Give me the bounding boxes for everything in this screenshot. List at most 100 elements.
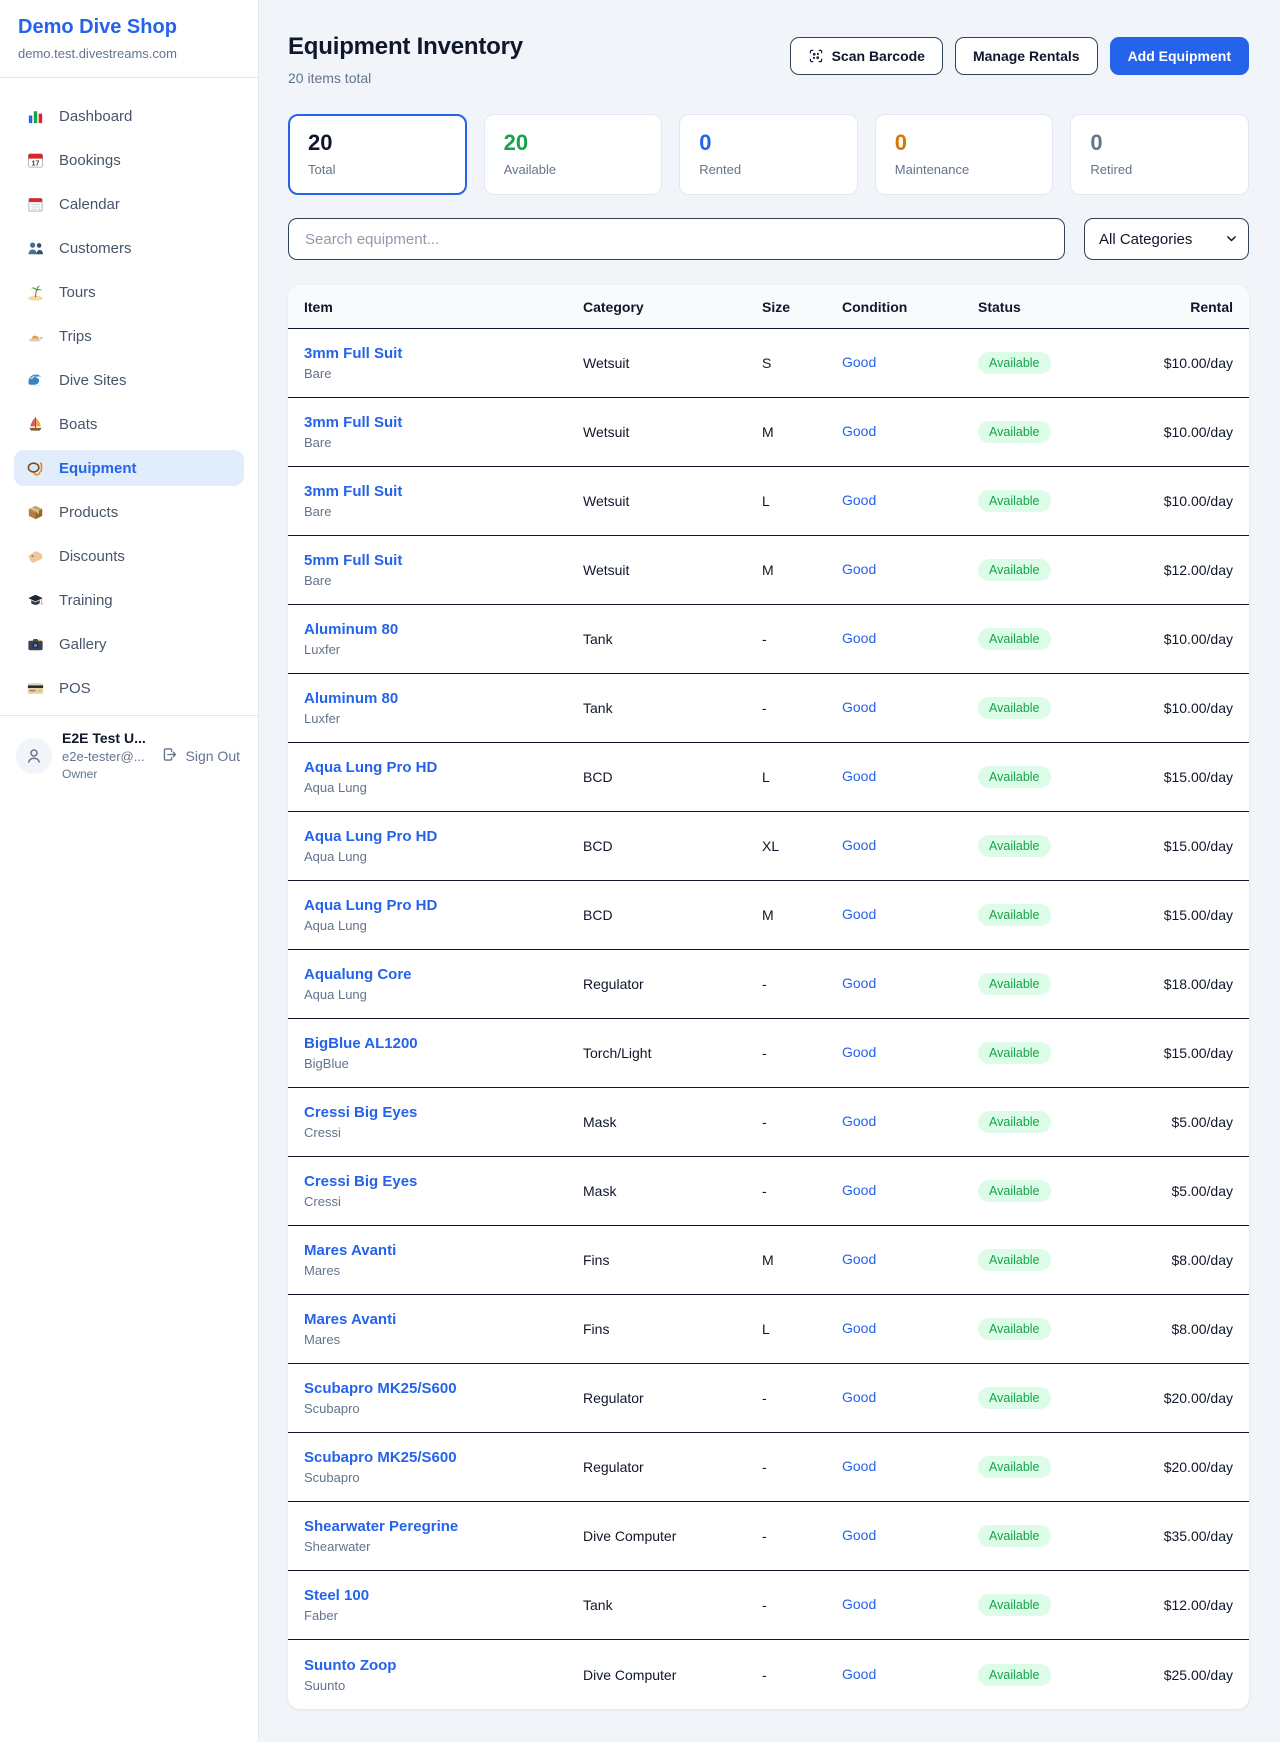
item-name-link[interactable]: 3mm Full Suit bbox=[304, 483, 403, 500]
add-equipment-button[interactable]: Add Equipment bbox=[1109, 37, 1249, 75]
item-name-link[interactable]: Aluminum 80 bbox=[304, 690, 399, 707]
search-input[interactable] bbox=[288, 218, 1065, 260]
item-name-link[interactable]: Aqua Lung Pro HD bbox=[304, 897, 438, 914]
sidebar-item-label: Bookings bbox=[59, 151, 121, 169]
item-name-link[interactable]: Mares Avanti bbox=[304, 1242, 397, 1259]
sidebar-item-tours[interactable]: Tours bbox=[14, 274, 244, 310]
manage-rentals-button[interactable]: Manage Rentals bbox=[954, 37, 1098, 75]
item-name-link[interactable]: Scubapro MK25/S600 bbox=[304, 1380, 457, 1397]
stat-card-total[interactable]: 20 Total bbox=[288, 114, 467, 195]
brand-block: Demo Dive Shop demo.test.divestreams.com bbox=[0, 0, 258, 78]
sidebar-item-trips[interactable]: Trips bbox=[14, 318, 244, 354]
item-rental-rate: $15.00/day bbox=[1163, 907, 1233, 923]
item-brand: Faber bbox=[304, 1608, 338, 1623]
item-condition-link[interactable]: Good bbox=[842, 423, 877, 439]
item-category: Wetsuit bbox=[583, 424, 630, 440]
item-brand: Shearwater bbox=[304, 1539, 371, 1554]
sidebar-item-products[interactable]: Products bbox=[14, 494, 244, 530]
stat-label: Retired bbox=[1090, 162, 1133, 177]
item-name-link[interactable]: Mares Avanti bbox=[304, 1311, 397, 1328]
table-row: Scubapro MK25/S600 Scubapro Regulator - Good… bbox=[288, 1433, 1249, 1502]
item-name-link[interactable]: Suunto Zoop bbox=[304, 1656, 397, 1674]
item-name-link[interactable]: Cressi Big Eyes bbox=[304, 1173, 418, 1190]
item-rental-rate: $10.00/day bbox=[1163, 631, 1233, 647]
status-badge: Available bbox=[978, 1318, 1051, 1340]
sidebar-item-customers[interactable]: Customers bbox=[14, 230, 244, 266]
item-condition-link[interactable]: Good bbox=[842, 1665, 877, 1682]
calendar-icon bbox=[26, 195, 45, 214]
item-condition-link[interactable]: Good bbox=[842, 975, 877, 991]
item-condition-link[interactable]: Good bbox=[842, 630, 877, 646]
sidebar-item-bookings[interactable]: 17 Bookings bbox=[14, 142, 244, 178]
item-name-link[interactable]: Cressi Big Eyes bbox=[304, 1104, 418, 1121]
item-size: - bbox=[762, 976, 767, 992]
sidebar-item-dashboard[interactable]: Dashboard bbox=[14, 98, 244, 134]
sidebar-item-dive-sites[interactable]: Dive Sites bbox=[14, 362, 244, 398]
brand-name[interactable]: Demo Dive Shop bbox=[18, 16, 177, 38]
status-badge: Available bbox=[978, 1594, 1051, 1616]
item-condition-link[interactable]: Good bbox=[842, 1113, 877, 1129]
item-brand: Mares bbox=[304, 1332, 341, 1347]
item-brand: Aqua Lung bbox=[304, 780, 367, 795]
item-brand: Cressi bbox=[304, 1125, 341, 1140]
item-name-link[interactable]: 5mm Full Suit bbox=[304, 552, 403, 569]
sidebar-item-gallery[interactable]: Gallery bbox=[14, 626, 244, 662]
item-condition-link[interactable]: Good bbox=[842, 1182, 877, 1198]
item-rental-rate: $15.00/day bbox=[1163, 1045, 1233, 1061]
brand-domain: demo.test.divestreams.com bbox=[18, 46, 177, 61]
item-name-link[interactable]: Aqualung Core bbox=[304, 966, 412, 983]
category-select[interactable]: All Categories bbox=[1084, 218, 1249, 260]
sidebar-item-pos[interactable]: POS bbox=[14, 670, 244, 706]
sidebar-item-calendar[interactable]: Calendar bbox=[14, 186, 244, 222]
item-name-link[interactable]: BigBlue AL1200 bbox=[304, 1035, 418, 1052]
status-badge: Available bbox=[978, 1180, 1051, 1202]
item-condition-link[interactable]: Good bbox=[842, 492, 877, 508]
sidebar-item-discounts[interactable]: Discounts bbox=[14, 538, 244, 574]
item-name-link[interactable]: Aqua Lung Pro HD bbox=[304, 759, 438, 776]
status-badge: Available bbox=[978, 1042, 1051, 1064]
sidebar-item-label: Customers bbox=[59, 239, 132, 257]
item-size: - bbox=[762, 631, 767, 647]
package-icon bbox=[26, 503, 45, 522]
item-condition-link[interactable]: Good bbox=[842, 1389, 877, 1405]
item-condition-link[interactable]: Good bbox=[842, 1320, 877, 1336]
stat-card-retired[interactable]: 0 Retired bbox=[1070, 114, 1249, 195]
item-name-link[interactable]: Shearwater Peregrine bbox=[304, 1518, 459, 1535]
item-condition-link[interactable]: Good bbox=[842, 1458, 877, 1474]
item-name-link[interactable]: Aqua Lung Pro HD bbox=[304, 828, 438, 845]
stat-card-rented[interactable]: 0 Rented bbox=[679, 114, 858, 195]
item-name-link[interactable]: 3mm Full Suit bbox=[304, 345, 403, 362]
item-name-link[interactable]: Steel 100 bbox=[304, 1587, 370, 1604]
sidebar-item-boats[interactable]: Boats bbox=[14, 406, 244, 442]
item-category: BCD bbox=[583, 838, 613, 854]
stat-value: 20 bbox=[503, 130, 529, 155]
item-brand: Scubapro bbox=[304, 1470, 360, 1485]
item-condition-link[interactable]: Good bbox=[842, 1044, 877, 1060]
item-name-link[interactable]: Aluminum 80 bbox=[304, 621, 399, 638]
scan-barcode-button[interactable]: Scan Barcode bbox=[789, 37, 943, 75]
item-condition-link[interactable]: Good bbox=[842, 1527, 877, 1543]
sidebar-item-equipment[interactable]: Equipment bbox=[14, 450, 244, 486]
table-row: 5mm Full Suit Bare Wetsuit M Good Available $1… bbox=[288, 536, 1249, 605]
stat-card-available[interactable]: 20 Available bbox=[483, 114, 663, 195]
item-category: Regulator bbox=[583, 1459, 644, 1475]
item-brand: Bare bbox=[304, 504, 332, 519]
sidebar-item-training[interactable]: Training bbox=[14, 582, 244, 618]
item-condition-link[interactable]: Good bbox=[842, 354, 877, 370]
item-condition-link[interactable]: Good bbox=[842, 1251, 877, 1267]
item-condition-link[interactable]: Good bbox=[842, 561, 877, 577]
item-category: Regulator bbox=[583, 976, 644, 992]
item-condition-link[interactable]: Good bbox=[842, 768, 877, 784]
item-condition-link[interactable]: Good bbox=[842, 1596, 877, 1612]
item-condition-link[interactable]: Good bbox=[842, 699, 877, 715]
stat-card-maintenance[interactable]: 0 Maintenance bbox=[874, 114, 1054, 195]
item-name-link[interactable]: 3mm Full Suit bbox=[304, 414, 403, 431]
stat-label: Total bbox=[308, 162, 336, 177]
sidebar-user-footer: E2E Test U... e2e-tester@... Owner Sign … bbox=[0, 715, 258, 797]
sign-out-button[interactable]: Sign Out bbox=[161, 746, 240, 765]
item-condition-link[interactable]: Good bbox=[842, 837, 877, 853]
scan-barcode-label: Scan Barcode bbox=[831, 48, 925, 64]
item-name-link[interactable]: Scubapro MK25/S600 bbox=[304, 1449, 457, 1466]
item-condition-link[interactable]: Good bbox=[842, 906, 877, 922]
status-badge: Available bbox=[978, 490, 1051, 512]
